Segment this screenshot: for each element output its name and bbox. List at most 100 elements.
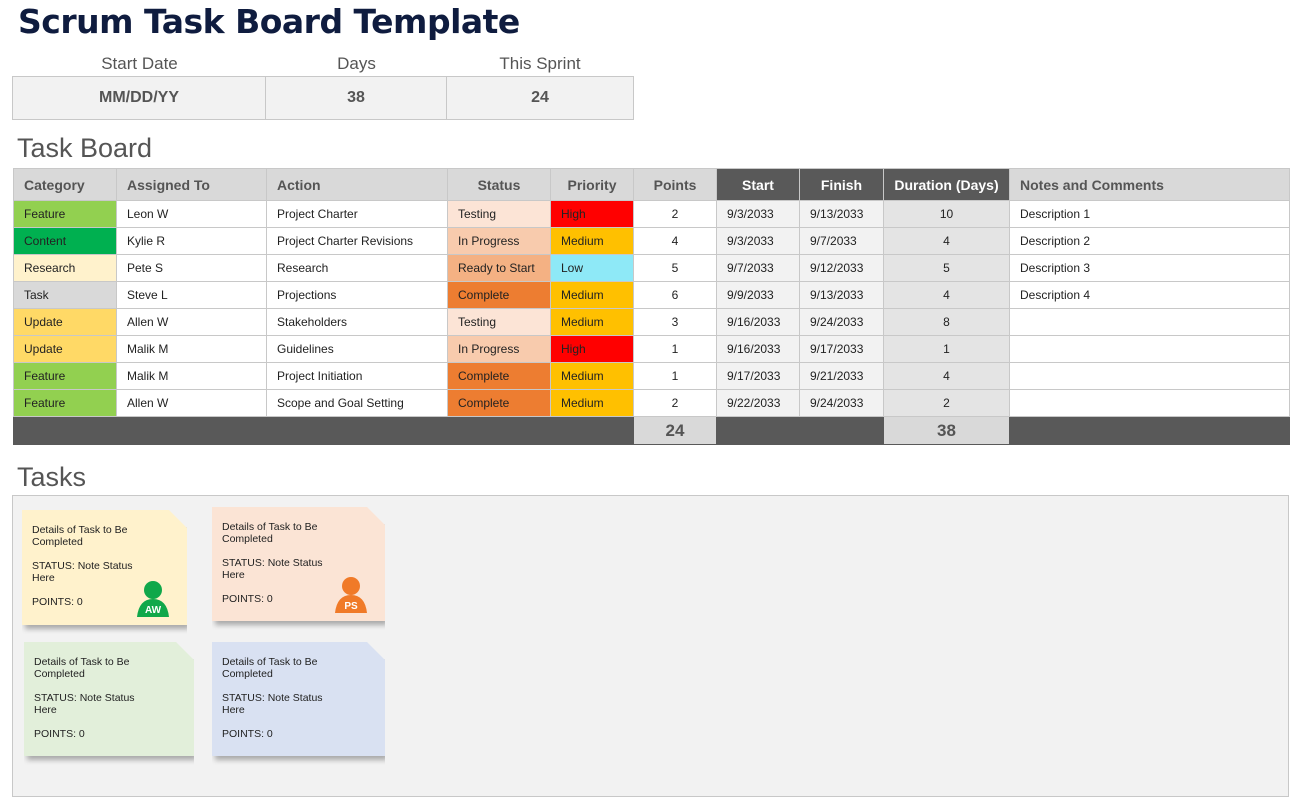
duration-cell[interactable]: 4 <box>883 281 1010 309</box>
status-cell[interactable]: Complete <box>447 362 551 390</box>
action-cell[interactable]: Projections <box>266 281 448 309</box>
assigned-to-cell[interactable]: Malik M <box>116 362 267 390</box>
column-header-priority[interactable]: Priority <box>550 168 634 201</box>
priority-cell[interactable]: Medium <box>550 227 634 255</box>
task-details: Details of Task to Be Completed <box>34 656 130 680</box>
column-header-action[interactable]: Action <box>266 168 448 201</box>
totals-filler <box>716 416 884 445</box>
duration-cell[interactable]: 1 <box>883 335 1010 363</box>
action-cell[interactable]: Guidelines <box>266 335 448 363</box>
action-cell[interactable]: Project Charter Revisions <box>266 227 448 255</box>
finish-cell[interactable]: 9/24/2033 <box>799 308 884 336</box>
points-cell[interactable]: 4 <box>633 227 717 255</box>
finish-cell[interactable]: 9/7/2033 <box>799 227 884 255</box>
start-cell[interactable]: 9/17/2033 <box>716 362 800 390</box>
column-header-points[interactable]: Points <box>633 168 717 201</box>
assigned-to-cell[interactable]: Allen W <box>116 308 267 336</box>
notes-cell[interactable]: Description 3 <box>1009 254 1290 282</box>
notes-cell[interactable] <box>1009 308 1290 336</box>
notes-cell[interactable]: Description 4 <box>1009 281 1290 309</box>
points-cell[interactable]: 6 <box>633 281 717 309</box>
duration-cell[interactable]: 10 <box>883 200 1010 228</box>
start-cell[interactable]: 9/7/2033 <box>716 254 800 282</box>
category-cell[interactable]: Task <box>13 281 117 309</box>
notes-cell[interactable] <box>1009 389 1290 417</box>
category-cell[interactable]: Feature <box>13 200 117 228</box>
finish-cell[interactable]: 9/12/2033 <box>799 254 884 282</box>
priority-cell[interactable]: Medium <box>550 308 634 336</box>
status-cell[interactable]: Testing <box>447 200 551 228</box>
start-cell[interactable]: 9/16/2033 <box>716 335 800 363</box>
column-header-start[interactable]: Start <box>716 168 800 201</box>
notes-cell[interactable]: Description 1 <box>1009 200 1290 228</box>
assigned-to-cell[interactable]: Kylie R <box>116 227 267 255</box>
status-cell[interactable]: In Progress <box>447 335 551 363</box>
finish-cell[interactable]: 9/13/2033 <box>799 200 884 228</box>
action-cell[interactable]: Project Charter <box>266 200 448 228</box>
points-cell[interactable]: 1 <box>633 362 717 390</box>
start-cell[interactable]: 9/9/2033 <box>716 281 800 309</box>
duration-cell[interactable]: 5 <box>883 254 1010 282</box>
column-header-status[interactable]: Status <box>447 168 551 201</box>
finish-cell[interactable]: 9/21/2033 <box>799 362 884 390</box>
finish-cell[interactable]: 9/17/2033 <box>799 335 884 363</box>
duration-cell[interactable]: 8 <box>883 308 1010 336</box>
status-cell[interactable]: Complete <box>447 281 551 309</box>
status-cell[interactable]: In Progress <box>447 227 551 255</box>
priority-cell[interactable]: Medium <box>550 362 634 390</box>
category-cell[interactable]: Content <box>13 227 117 255</box>
column-header-assigned-to[interactable]: Assigned To <box>116 168 267 201</box>
notes-cell[interactable] <box>1009 362 1290 390</box>
points-cell[interactable]: 5 <box>633 254 717 282</box>
priority-cell[interactable]: Medium <box>550 389 634 417</box>
points-cell[interactable]: 3 <box>633 308 717 336</box>
start-cell[interactable]: 9/3/2033 <box>716 227 800 255</box>
task-card[interactable]: Details of Task to Be Completed STATUS: N… <box>212 507 385 621</box>
assigned-to-cell[interactable]: Leon W <box>116 200 267 228</box>
assigned-to-cell[interactable]: Pete S <box>116 254 267 282</box>
action-cell[interactable]: Project Initiation <box>266 362 448 390</box>
duration-cell[interactable]: 4 <box>883 227 1010 255</box>
start-cell[interactable]: 9/16/2033 <box>716 308 800 336</box>
points-cell[interactable]: 2 <box>633 389 717 417</box>
start-cell[interactable]: 9/3/2033 <box>716 200 800 228</box>
points-cell[interactable]: 1 <box>633 335 717 363</box>
finish-cell[interactable]: 9/24/2033 <box>799 389 884 417</box>
priority-cell[interactable]: High <box>550 335 634 363</box>
task-card[interactable]: Details of Task to Be Completed STATUS: N… <box>24 642 194 756</box>
task-card[interactable]: Details of Task to Be Completed STATUS: N… <box>212 642 385 756</box>
notes-cell[interactable]: Description 2 <box>1009 227 1290 255</box>
status-cell[interactable]: Ready to Start <box>447 254 551 282</box>
category-cell[interactable]: Feature <box>13 389 117 417</box>
action-cell[interactable]: Scope and Goal Setting <box>266 389 448 417</box>
days-label: Days <box>337 54 376 73</box>
priority-cell[interactable]: Medium <box>550 281 634 309</box>
start-date-cell[interactable]: MM/DD/YY <box>12 76 266 120</box>
assigned-to-cell[interactable]: Allen W <box>116 389 267 417</box>
category-cell[interactable]: Update <box>13 335 117 363</box>
column-header-category[interactable]: Category <box>13 168 117 201</box>
days-cell[interactable]: 38 <box>265 76 447 120</box>
column-header-duration-days[interactable]: Duration (Days) <box>883 168 1010 201</box>
points-cell[interactable]: 2 <box>633 200 717 228</box>
column-header-notes-and-comments[interactable]: Notes and Comments <box>1009 168 1290 201</box>
notes-cell[interactable] <box>1009 335 1290 363</box>
status-cell[interactable]: Testing <box>447 308 551 336</box>
category-cell[interactable]: Feature <box>13 362 117 390</box>
action-cell[interactable]: Research <box>266 254 448 282</box>
category-cell[interactable]: Research <box>13 254 117 282</box>
task-card[interactable]: Details of Task to Be Completed STATUS: N… <box>22 510 187 625</box>
finish-cell[interactable]: 9/13/2033 <box>799 281 884 309</box>
duration-cell[interactable]: 4 <box>883 362 1010 390</box>
start-cell[interactable]: 9/22/2033 <box>716 389 800 417</box>
assigned-to-cell[interactable]: Steve L <box>116 281 267 309</box>
assigned-to-cell[interactable]: Malik M <box>116 335 267 363</box>
this-sprint-cell[interactable]: 24 <box>446 76 634 120</box>
status-cell[interactable]: Complete <box>447 389 551 417</box>
priority-cell[interactable]: Low <box>550 254 634 282</box>
action-cell[interactable]: Stakeholders <box>266 308 448 336</box>
category-cell[interactable]: Update <box>13 308 117 336</box>
column-header-finish[interactable]: Finish <box>799 168 884 201</box>
duration-cell[interactable]: 2 <box>883 389 1010 417</box>
priority-cell[interactable]: High <box>550 200 634 228</box>
